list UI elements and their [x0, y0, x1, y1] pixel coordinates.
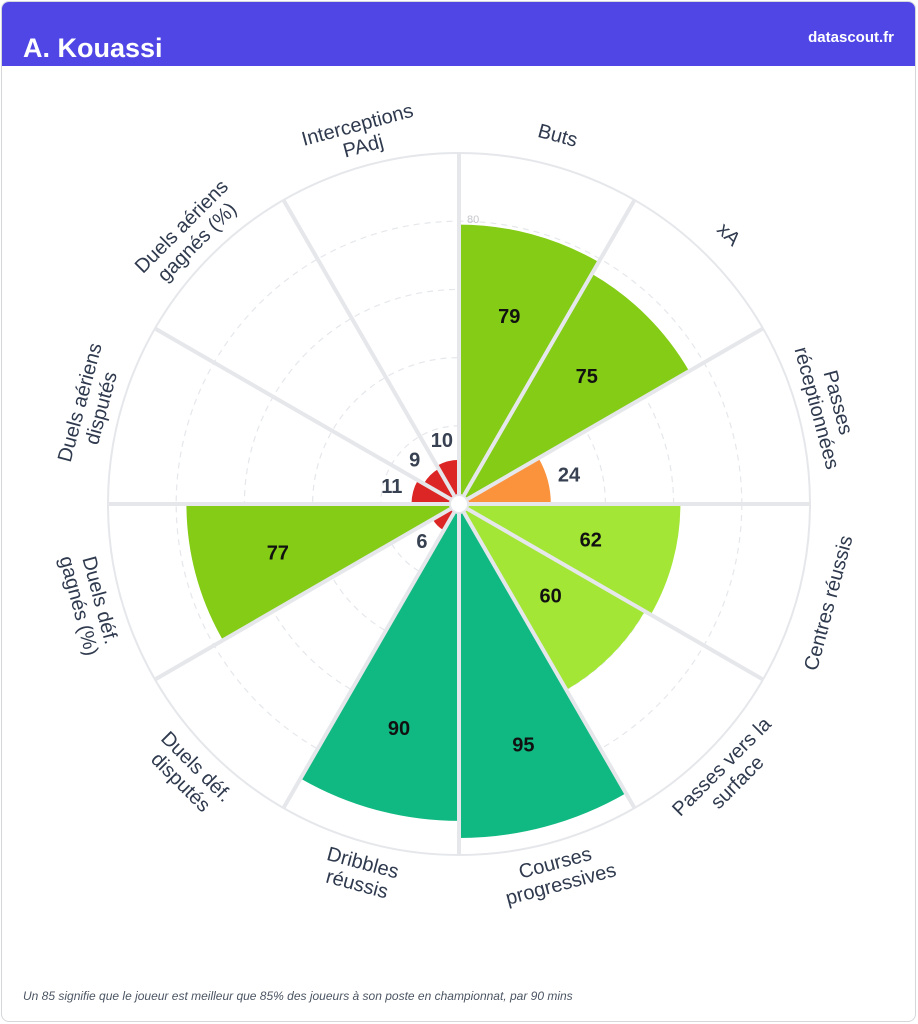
category-label-line: xA: [712, 219, 745, 252]
bar-sector: [423, 468, 454, 499]
value-label: 62: [580, 529, 602, 551]
value-label: 75: [576, 366, 598, 388]
value-label: 9: [409, 450, 420, 472]
site-name: datascout.fr: [808, 29, 894, 46]
sector-divider: [462, 199, 637, 497]
value-label: 95: [512, 734, 534, 756]
sector-divider: [466, 326, 764, 501]
bar-sector: [436, 459, 459, 496]
category-label: xA: [712, 219, 745, 252]
sector-divider: [154, 326, 452, 501]
sector-divider: [466, 507, 764, 682]
player-name: A. Kouassi: [23, 33, 163, 63]
value-label: 79: [498, 306, 520, 328]
category-label: Centres réussis: [800, 533, 857, 673]
ring-label-80: 80: [467, 214, 479, 226]
value-label: 77: [267, 543, 289, 565]
footnote: Un 85 signifie que le joueur est meilleu…: [23, 989, 573, 1003]
bar-sector: [459, 512, 626, 838]
value-label: 10: [431, 430, 453, 452]
sector-divider: [281, 511, 456, 809]
value-label: 6: [416, 531, 427, 553]
percentile-radar-chart: 807975246260959067711910ButsxAPassesréce…: [54, 100, 858, 910]
bar-sector: [459, 224, 599, 496]
bar-sector: [464, 273, 690, 499]
category-label-line: Buts: [535, 120, 579, 152]
value-label: 11: [381, 476, 402, 498]
bar-sector: [467, 458, 551, 504]
value-label: 90: [388, 718, 410, 740]
sector-divider: [154, 507, 452, 682]
bar-sector: [300, 512, 459, 821]
value-label: 60: [540, 586, 562, 608]
sector-divider: [281, 199, 456, 497]
value-label: 24: [558, 465, 581, 487]
bar-sector: [464, 509, 645, 690]
sector-divider: [462, 511, 637, 809]
category-label: Buts: [535, 120, 579, 152]
bar-sector: [186, 504, 451, 641]
bar-sector: [432, 509, 454, 531]
bar-sector: [411, 480, 451, 504]
header-bar: A. Kouassi datascout.fr: [2, 2, 915, 66]
chart-center: [449, 494, 469, 514]
bar-sector: [467, 504, 681, 615]
category-label-line: Centres réussis: [800, 533, 857, 673]
